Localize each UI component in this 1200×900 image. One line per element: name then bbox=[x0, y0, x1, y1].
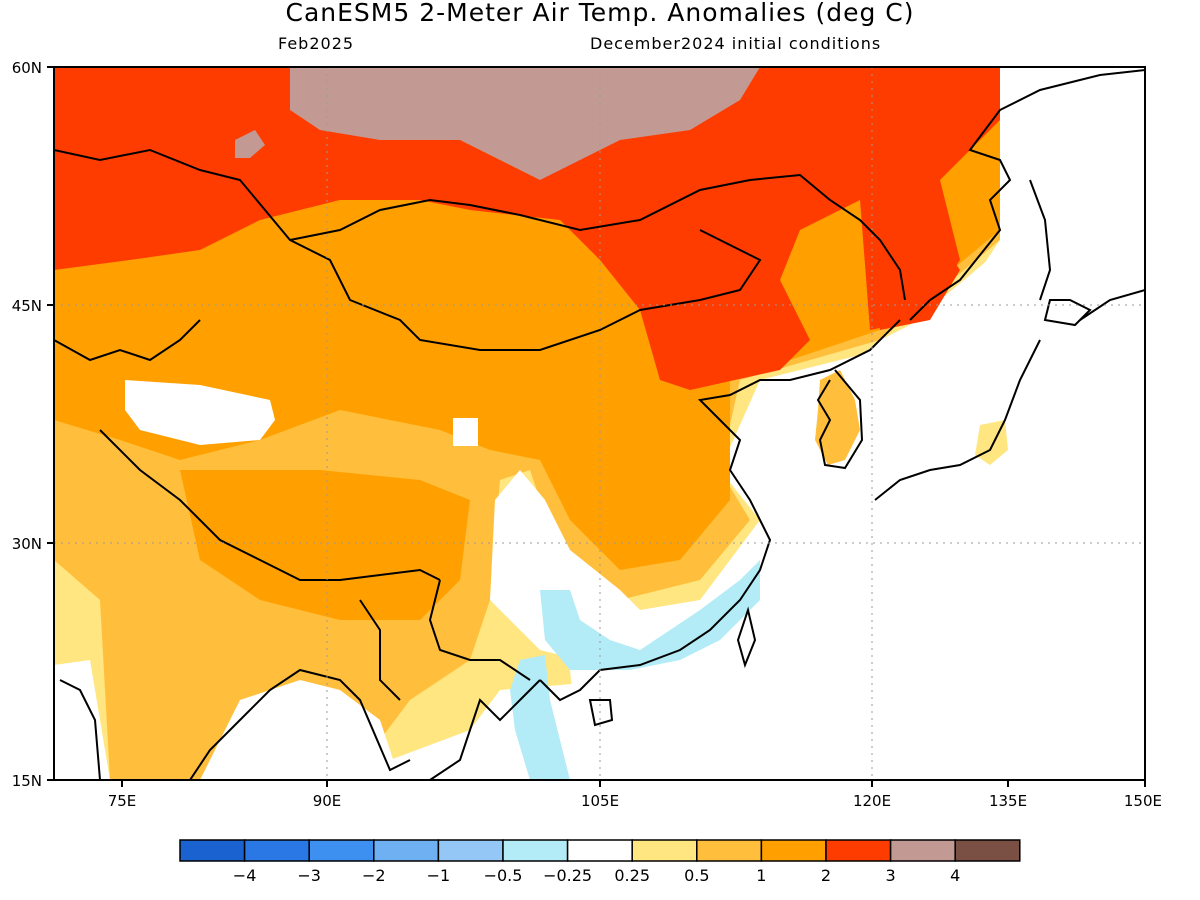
legend-label: 2 bbox=[821, 866, 831, 885]
coast-india-west bbox=[59, 679, 101, 780]
legend-swatch bbox=[308, 839, 375, 862]
lon-label-105e: 105E bbox=[581, 792, 619, 810]
valid-month-label: Feb2025 bbox=[278, 34, 355, 53]
mask-east-ocean bbox=[760, 67, 1145, 780]
region-mauve-west bbox=[235, 130, 265, 158]
border-mongolia-china bbox=[289, 229, 762, 351]
region-cool-south-china bbox=[540, 560, 760, 670]
coast-china-east bbox=[539, 319, 901, 702]
legend-label: 3 bbox=[886, 866, 896, 885]
legend-label: −2 bbox=[362, 866, 386, 885]
lon-label-135e: 135E bbox=[989, 792, 1027, 810]
region-cool-indochina bbox=[510, 655, 570, 780]
legend-swatch bbox=[437, 839, 504, 862]
legend-swatch bbox=[502, 839, 569, 862]
legend-swatch bbox=[889, 839, 956, 862]
legend-swatch bbox=[954, 839, 1021, 862]
region-neutral-tarim bbox=[125, 380, 275, 445]
lon-label-150e: 150E bbox=[1124, 792, 1162, 810]
region-orange-south bbox=[180, 470, 470, 620]
region-korea bbox=[815, 370, 860, 465]
legend-swatch bbox=[566, 839, 633, 862]
legend-swatch bbox=[179, 839, 246, 862]
init-conditions-label: December2024 initial conditions bbox=[590, 34, 882, 53]
region-red bbox=[54, 67, 1000, 390]
coast-hokkaido bbox=[1043, 299, 1092, 327]
legend-swatch bbox=[760, 839, 827, 862]
border-himalaya bbox=[99, 429, 441, 581]
coast-hainan bbox=[588, 699, 614, 727]
mask-south-china-sea bbox=[570, 650, 760, 780]
border-russia-mongolia-china bbox=[54, 148, 906, 301]
lon-label-75e: 75E bbox=[108, 792, 137, 810]
legend-label: −0.25 bbox=[543, 866, 592, 885]
legend-label: −1 bbox=[427, 866, 451, 885]
mask-bay-of-bengal bbox=[200, 680, 400, 780]
borders bbox=[54, 148, 906, 701]
anomaly-field bbox=[54, 67, 1145, 780]
border-central-asia bbox=[54, 319, 201, 362]
region-neutral-lake bbox=[453, 418, 478, 446]
map-title: CanESM5 2-Meter Air Temp. Anomalies (deg… bbox=[285, 0, 915, 27]
region-manchuria-red bbox=[870, 240, 960, 330]
legend-label: −0.5 bbox=[484, 866, 523, 885]
color-legend: −4 −3 −2 −1 −0.5 −0.25 0.25 0.5 1 2 3 4 bbox=[179, 839, 1021, 885]
legend-label: −3 bbox=[297, 866, 321, 885]
legend-label: −4 bbox=[233, 866, 257, 885]
coast-sakhalin bbox=[1029, 179, 1052, 301]
region-mauve bbox=[290, 67, 760, 180]
legend-swatch bbox=[631, 839, 698, 862]
lat-label-45n: 45N bbox=[12, 297, 42, 315]
legend-swatch bbox=[825, 839, 892, 862]
tick-marks bbox=[47, 66, 1146, 787]
legend-label: 0.25 bbox=[614, 866, 650, 885]
legend-swatch bbox=[696, 839, 763, 862]
coast-japan bbox=[874, 339, 1041, 501]
border-myanmar-china bbox=[428, 579, 531, 681]
coast-taiwan bbox=[736, 606, 757, 669]
legend-swatch bbox=[243, 839, 310, 862]
coast-kamchatka bbox=[1079, 289, 1145, 321]
lat-label-60n: 60N bbox=[12, 59, 42, 77]
legend-label: 1 bbox=[756, 866, 766, 885]
coast-indochina bbox=[429, 679, 541, 780]
border-india-myanmar bbox=[359, 599, 401, 701]
legend-swatch bbox=[373, 839, 440, 862]
coast-bay-bengal bbox=[189, 668, 411, 780]
lon-label-120e: 120E bbox=[853, 792, 891, 810]
mask-arabian-sea bbox=[54, 660, 110, 780]
lat-label-30n: 30N bbox=[12, 535, 42, 553]
lon-label-90e: 90E bbox=[313, 792, 342, 810]
legend-label: 4 bbox=[950, 866, 960, 885]
coast-okhotsk bbox=[909, 69, 1145, 321]
legend-label: 0.5 bbox=[684, 866, 709, 885]
coast-korea bbox=[816, 369, 864, 470]
lat-label-15n: 15N bbox=[12, 772, 42, 790]
coastlines bbox=[59, 69, 1145, 780]
